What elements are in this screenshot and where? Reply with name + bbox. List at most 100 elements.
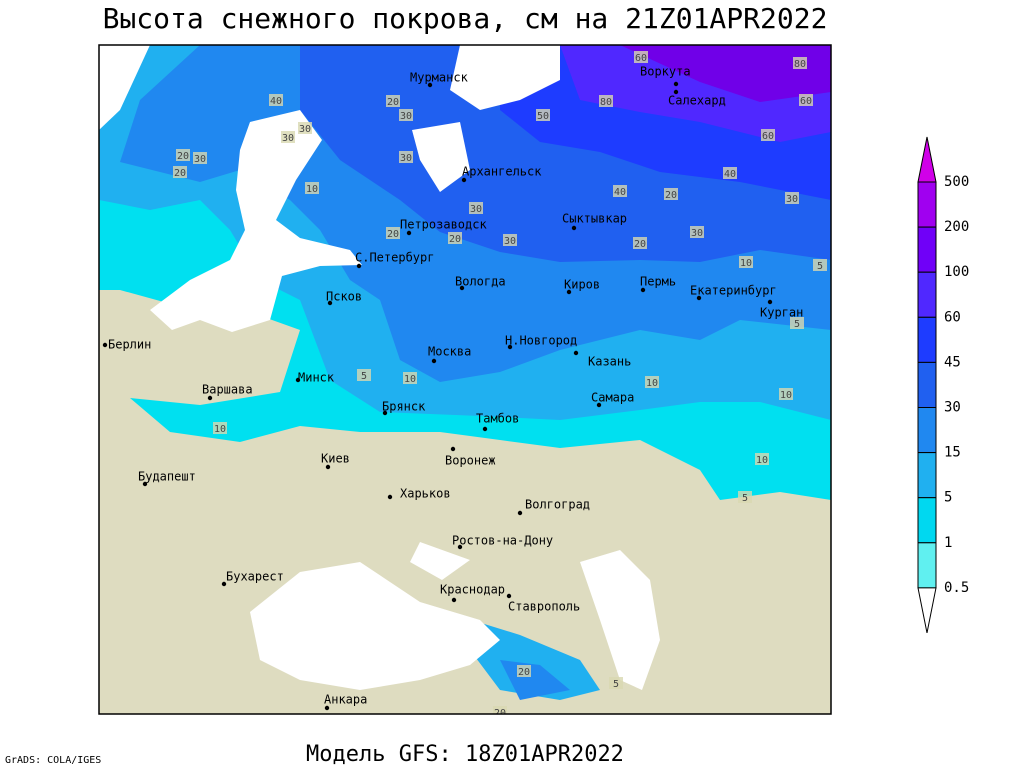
city-label: Ростов-на-Дону bbox=[452, 534, 553, 548]
city-dot bbox=[387, 494, 393, 500]
contour-label: 20 bbox=[634, 239, 646, 250]
contour-label: 30 bbox=[400, 111, 412, 122]
contour-label: 5 bbox=[361, 371, 367, 382]
contour-label-bg bbox=[755, 453, 769, 465]
colorbar-box bbox=[917, 497, 937, 544]
city-dot bbox=[450, 446, 456, 452]
contour-label-bg bbox=[785, 192, 799, 204]
city-dot bbox=[427, 82, 433, 88]
contour-label: 30 bbox=[194, 154, 206, 165]
colorbar-label: 500 bbox=[944, 174, 969, 190]
city-label: Берлин bbox=[108, 338, 151, 352]
contour-label: 30 bbox=[299, 124, 311, 135]
city-dot bbox=[207, 395, 213, 401]
contour-label-bg bbox=[176, 149, 190, 161]
colorbar-label: 60 bbox=[944, 309, 961, 325]
contour-label: 30 bbox=[504, 236, 516, 247]
city-label: Салехард bbox=[668, 94, 726, 108]
contour-label-bg bbox=[386, 95, 400, 107]
city-label: Сыктывкар bbox=[562, 212, 627, 226]
city-dot bbox=[573, 350, 579, 356]
contour-label: 10 bbox=[740, 258, 752, 269]
city-dot bbox=[507, 344, 513, 350]
city-dot bbox=[382, 410, 388, 416]
contour-label-bg bbox=[386, 227, 400, 239]
contour-label: 60 bbox=[800, 96, 812, 107]
colorbar-label: 45 bbox=[944, 354, 961, 370]
contour-label: 20 bbox=[494, 708, 506, 719]
contour-label: 5 bbox=[817, 261, 823, 272]
city-dot bbox=[566, 289, 572, 295]
colorbar-label: 0.5 bbox=[944, 580, 969, 596]
city-label: Анкара bbox=[324, 693, 367, 707]
city-dot bbox=[325, 464, 331, 470]
colorbar-box bbox=[917, 542, 937, 589]
contour-label: 20 bbox=[387, 97, 399, 108]
city-label: Бухарест bbox=[226, 570, 284, 584]
contour-label: 10 bbox=[214, 424, 226, 435]
contour-label-bg bbox=[609, 677, 623, 689]
city-dot bbox=[459, 285, 465, 291]
city-dot bbox=[673, 81, 679, 87]
contour-label-bg bbox=[664, 188, 678, 200]
contour-label: 80 bbox=[794, 59, 806, 70]
contour-label-bg bbox=[634, 51, 648, 63]
sea bbox=[150, 110, 362, 332]
contour-label: 20 bbox=[449, 234, 461, 245]
contour-label: 20 bbox=[665, 190, 677, 201]
colorbar-label: 200 bbox=[944, 219, 969, 235]
contour-label: 30 bbox=[400, 153, 412, 164]
city-label: Ставрополь bbox=[508, 600, 580, 614]
contour-label: 50 bbox=[537, 111, 549, 122]
city-label: Москва bbox=[428, 345, 471, 359]
sea bbox=[580, 550, 660, 690]
city-dot bbox=[571, 225, 577, 231]
city-label: Архангельск bbox=[462, 165, 542, 179]
contour-label-bg bbox=[779, 388, 793, 400]
contour-label-bg bbox=[633, 237, 647, 249]
city-label: Варшава bbox=[202, 383, 253, 397]
contour-label-bg bbox=[799, 94, 813, 106]
city-dot bbox=[696, 295, 702, 301]
contour-label-bg bbox=[269, 94, 283, 106]
sea bbox=[99, 45, 150, 130]
city-label: Екатеринбург bbox=[690, 284, 777, 298]
contour-label: 40 bbox=[614, 187, 626, 198]
contour-label-bg bbox=[793, 57, 807, 69]
city-label: Самара bbox=[591, 391, 634, 405]
city-dot bbox=[517, 510, 523, 516]
city-dot bbox=[482, 426, 488, 432]
colorbar-box bbox=[917, 316, 937, 363]
colorbar-box bbox=[917, 226, 937, 273]
contour-label: 5 bbox=[742, 493, 748, 504]
city-label: Краснодар bbox=[440, 583, 505, 597]
colorbar-box bbox=[917, 361, 937, 408]
contour-label: 20 bbox=[518, 667, 530, 678]
contour-label-bg bbox=[173, 166, 187, 178]
legend: 500 200 100 60 45 30 15 5 1 0.5 bbox=[917, 136, 969, 633]
city-dot bbox=[461, 177, 467, 183]
city-label: Курган bbox=[760, 306, 803, 320]
city-dot bbox=[142, 481, 148, 487]
contour-label: 20 bbox=[174, 168, 186, 179]
sea bbox=[250, 562, 500, 690]
title: Высота снежного покрова, см на 21Z01APR2… bbox=[103, 2, 828, 35]
city-dot bbox=[431, 358, 437, 364]
contour-label-bg bbox=[739, 256, 753, 268]
contour-label-bg bbox=[517, 665, 531, 677]
contour-label-bg bbox=[193, 152, 207, 164]
colorbar-label: 1 bbox=[944, 535, 952, 551]
city-dot bbox=[506, 593, 512, 599]
city-label: Мурманск bbox=[410, 71, 469, 85]
contour-label: 80 bbox=[600, 97, 612, 108]
credit: GrADS: COLA/IGES bbox=[5, 755, 101, 766]
colorbar-label: 15 bbox=[944, 445, 961, 461]
city-dot bbox=[457, 544, 463, 550]
city-dot bbox=[596, 402, 602, 408]
city-label: Брянск bbox=[382, 400, 426, 414]
sea bbox=[410, 542, 470, 580]
contour-label-bg bbox=[448, 232, 462, 244]
map-frame bbox=[98, 44, 832, 715]
